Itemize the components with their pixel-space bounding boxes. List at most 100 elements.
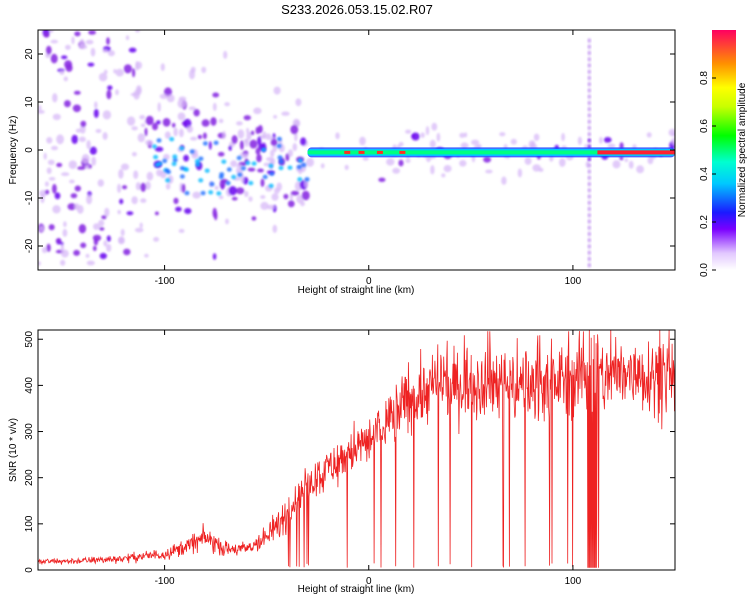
- carrier-line: [307, 147, 675, 158]
- noise-blob: [115, 68, 124, 77]
- stripe-blob: [587, 169, 592, 174]
- cluster-blob: [195, 162, 201, 167]
- noise-blob: [43, 32, 50, 38]
- noise-blob: [54, 192, 61, 200]
- noise-blob: [301, 190, 310, 201]
- noise-blob: [48, 224, 55, 231]
- stripe-blob: [587, 100, 592, 106]
- stripe-blob: [587, 125, 592, 131]
- y-tick-label: 20: [24, 48, 35, 60]
- noise-blob: [236, 121, 243, 126]
- cluster-blob: [162, 158, 168, 164]
- cluster-blob: [172, 157, 178, 163]
- x-tick-label: -100: [155, 576, 175, 587]
- cluster-blob: [226, 167, 232, 172]
- noise-blob: [106, 37, 110, 45]
- noise-blob: [265, 133, 272, 140]
- noise-blob: [84, 164, 90, 170]
- noise-blob: [62, 228, 68, 237]
- noise-blob: [429, 139, 436, 149]
- cluster-blob: [241, 166, 246, 171]
- noise-blob: [135, 30, 140, 33]
- cluster-blob: [245, 160, 251, 166]
- noise-blob: [295, 98, 302, 107]
- snr-frame: [37, 329, 676, 571]
- noise-blob: [93, 223, 100, 231]
- noise-blob: [524, 157, 532, 165]
- noise-blob: [99, 252, 107, 260]
- noise-blob: [183, 154, 190, 162]
- noise-blob: [38, 261, 41, 266]
- noise-blob: [179, 128, 184, 138]
- cluster-blob: [236, 155, 242, 161]
- noise-blob: [38, 105, 42, 111]
- noise-blob: [95, 129, 102, 133]
- bright-clusters: [152, 136, 310, 196]
- snr-line: [38, 330, 675, 568]
- noise-blob: [636, 165, 644, 174]
- noise-blob: [224, 102, 230, 107]
- stripe-blob: [587, 69, 592, 75]
- noise-blob: [300, 201, 305, 207]
- noise-blob: [186, 125, 193, 133]
- cluster-blob: [251, 161, 257, 166]
- noise-blob: [218, 118, 224, 124]
- y-tick-label: 10: [24, 96, 35, 108]
- noise-blob: [97, 179, 105, 187]
- noise-blob: [47, 159, 55, 165]
- noise-blob: [190, 136, 198, 141]
- noise-blob: [63, 221, 67, 228]
- noise-blob: [137, 133, 145, 143]
- y-tick-label: 300: [24, 423, 35, 440]
- cluster-blob: [179, 146, 185, 151]
- noise-blob: [561, 133, 565, 142]
- noise-blob: [46, 45, 52, 55]
- noise-blob: [38, 110, 45, 114]
- stripe-blob: [587, 181, 592, 187]
- stripe-blob: [587, 50, 592, 56]
- noise-blob: [50, 39, 59, 44]
- noise-blob: [177, 98, 187, 109]
- colorbar-gradient: [712, 30, 736, 270]
- stripe-blob: [587, 75, 592, 81]
- y-tick-label: 400: [24, 377, 35, 394]
- carrier-hotspot: [344, 150, 351, 154]
- stripe-blob: [587, 238, 592, 243]
- noise-blob: [225, 218, 229, 225]
- stripe-blob: [587, 256, 592, 262]
- noise-blob: [214, 185, 219, 190]
- noise-blob: [120, 228, 125, 237]
- stripe-blob: [587, 188, 592, 193]
- cluster-blob: [221, 159, 227, 164]
- noise-blob: [255, 147, 261, 155]
- noise-blob: [533, 133, 540, 141]
- cluster-blob: [276, 136, 282, 142]
- noise-blob: [577, 136, 583, 145]
- stripe-blob: [587, 57, 592, 62]
- noise-blob: [260, 195, 266, 199]
- noise-blob: [668, 128, 675, 137]
- noise-blob: [127, 116, 136, 126]
- y-tick-label: 0: [24, 567, 35, 573]
- noise-blob: [260, 178, 265, 187]
- noise-blob: [117, 183, 122, 193]
- carrier-hotspot: [376, 150, 383, 154]
- noise-blob: [39, 225, 44, 232]
- noise-blob: [344, 164, 349, 170]
- noise-blob: [201, 119, 210, 127]
- noise-blob: [193, 109, 200, 117]
- spectrogram-marks: [38, 30, 675, 268]
- noise-blob: [197, 134, 203, 140]
- cluster-blob: [184, 190, 190, 196]
- carrier-hotspot: [399, 150, 406, 154]
- cluster-blob: [262, 174, 268, 180]
- noise-blob: [483, 156, 491, 163]
- noise-blob: [202, 132, 207, 140]
- noise-blob: [157, 102, 161, 112]
- noise-blob: [156, 120, 161, 125]
- cluster-blob: [208, 190, 214, 195]
- noise-blob: [230, 160, 238, 168]
- noise-blob: [189, 69, 195, 80]
- stripe-blob: [587, 206, 592, 212]
- x-tick-label: -100: [155, 276, 175, 287]
